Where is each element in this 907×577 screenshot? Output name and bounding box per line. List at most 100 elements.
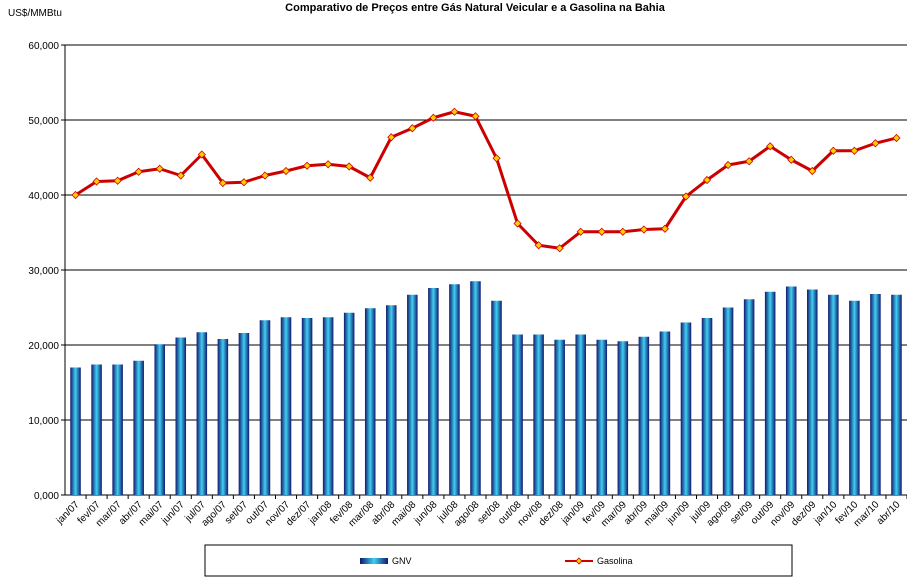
bar — [617, 341, 629, 495]
bar — [722, 307, 734, 495]
x-tick-label: jun/07 — [159, 499, 187, 527]
x-tick-label: jan/09 — [559, 499, 587, 527]
marker — [239, 178, 248, 187]
x-tick-label: dez/09 — [789, 499, 818, 528]
bar — [154, 344, 165, 495]
marker — [471, 112, 480, 121]
bar — [554, 339, 565, 495]
marker — [303, 161, 312, 170]
bar — [659, 331, 671, 495]
marker — [892, 133, 901, 143]
bar — [828, 294, 839, 495]
x-tick-label: jan/07 — [54, 499, 82, 527]
bar — [533, 334, 544, 495]
marker — [113, 176, 122, 185]
y-tick-label: 30,000 — [28, 266, 59, 277]
marker — [71, 190, 80, 200]
bar — [259, 320, 271, 495]
marker — [260, 171, 270, 180]
marker — [176, 171, 185, 180]
marker — [787, 155, 796, 164]
marker — [576, 227, 585, 236]
x-tick-label: dez/07 — [284, 499, 313, 528]
bar — [70, 367, 81, 495]
marker — [366, 173, 375, 182]
marker — [218, 178, 227, 188]
marker — [155, 164, 164, 173]
bar — [870, 294, 881, 495]
marker — [850, 146, 859, 155]
marker — [197, 150, 206, 159]
marker — [429, 113, 438, 122]
bar — [743, 299, 755, 495]
y-tick-label: 0,000 — [34, 491, 59, 502]
marker — [766, 142, 775, 151]
x-tick-label: dez/08 — [537, 499, 566, 528]
x-tick-label: abr/10 — [875, 499, 903, 527]
bar — [175, 337, 187, 495]
legend-label: Gasolina — [597, 556, 633, 566]
y-tick-label: 10,000 — [28, 416, 59, 427]
x-tick-label: mai/07 — [137, 499, 166, 528]
marker — [597, 227, 606, 236]
chart-title: Comparativo de Preços entre Gás Natural … — [285, 2, 666, 14]
legend-swatch — [360, 558, 388, 564]
bar — [407, 294, 418, 495]
bar — [596, 339, 608, 495]
marker — [134, 167, 143, 176]
bar — [512, 334, 523, 495]
marker — [808, 166, 817, 176]
bar — [849, 300, 860, 495]
bar — [491, 300, 502, 495]
x-tick-label: mai/08 — [389, 499, 418, 528]
marker — [660, 224, 669, 233]
bar — [575, 334, 586, 495]
marker — [618, 227, 627, 236]
bar — [301, 318, 313, 495]
bar — [764, 291, 776, 495]
bar — [386, 305, 397, 495]
bar — [112, 364, 123, 495]
y-tick-label: 60,000 — [28, 41, 59, 52]
bar — [470, 281, 481, 495]
bar — [343, 312, 355, 495]
marker — [387, 133, 396, 142]
x-tick-label: jun/08 — [412, 499, 440, 527]
bar — [91, 364, 102, 495]
bar — [364, 308, 376, 495]
bar — [322, 317, 334, 495]
marker — [681, 192, 691, 201]
y-tick-label: 40,000 — [28, 191, 59, 202]
line — [74, 110, 897, 250]
marker — [745, 157, 754, 166]
marker — [92, 177, 101, 186]
legend-marker — [575, 557, 583, 565]
bar — [785, 286, 797, 495]
marker — [639, 225, 648, 234]
marker — [492, 154, 501, 163]
x-tick-label: jun/09 — [664, 499, 692, 527]
x-tick-label: mai/09 — [642, 499, 671, 528]
bar — [449, 284, 460, 495]
marker — [702, 175, 712, 185]
bar — [638, 336, 650, 495]
marker — [871, 139, 880, 148]
bar — [217, 339, 229, 495]
bar — [701, 318, 713, 495]
marker — [534, 241, 543, 250]
marker — [829, 146, 838, 155]
y-tick-label: 50,000 — [28, 116, 59, 127]
legend-box — [204, 544, 793, 577]
bar — [680, 322, 692, 495]
marker — [513, 219, 522, 228]
marker — [345, 162, 354, 171]
marker — [450, 107, 459, 116]
y-tick-label: 20,000 — [28, 341, 59, 352]
marker — [724, 160, 733, 170]
x-tick-label: jan/10 — [812, 499, 840, 527]
legend-label: GNV — [392, 556, 412, 566]
bar — [280, 317, 292, 495]
bar — [133, 360, 144, 495]
marker — [555, 244, 564, 253]
